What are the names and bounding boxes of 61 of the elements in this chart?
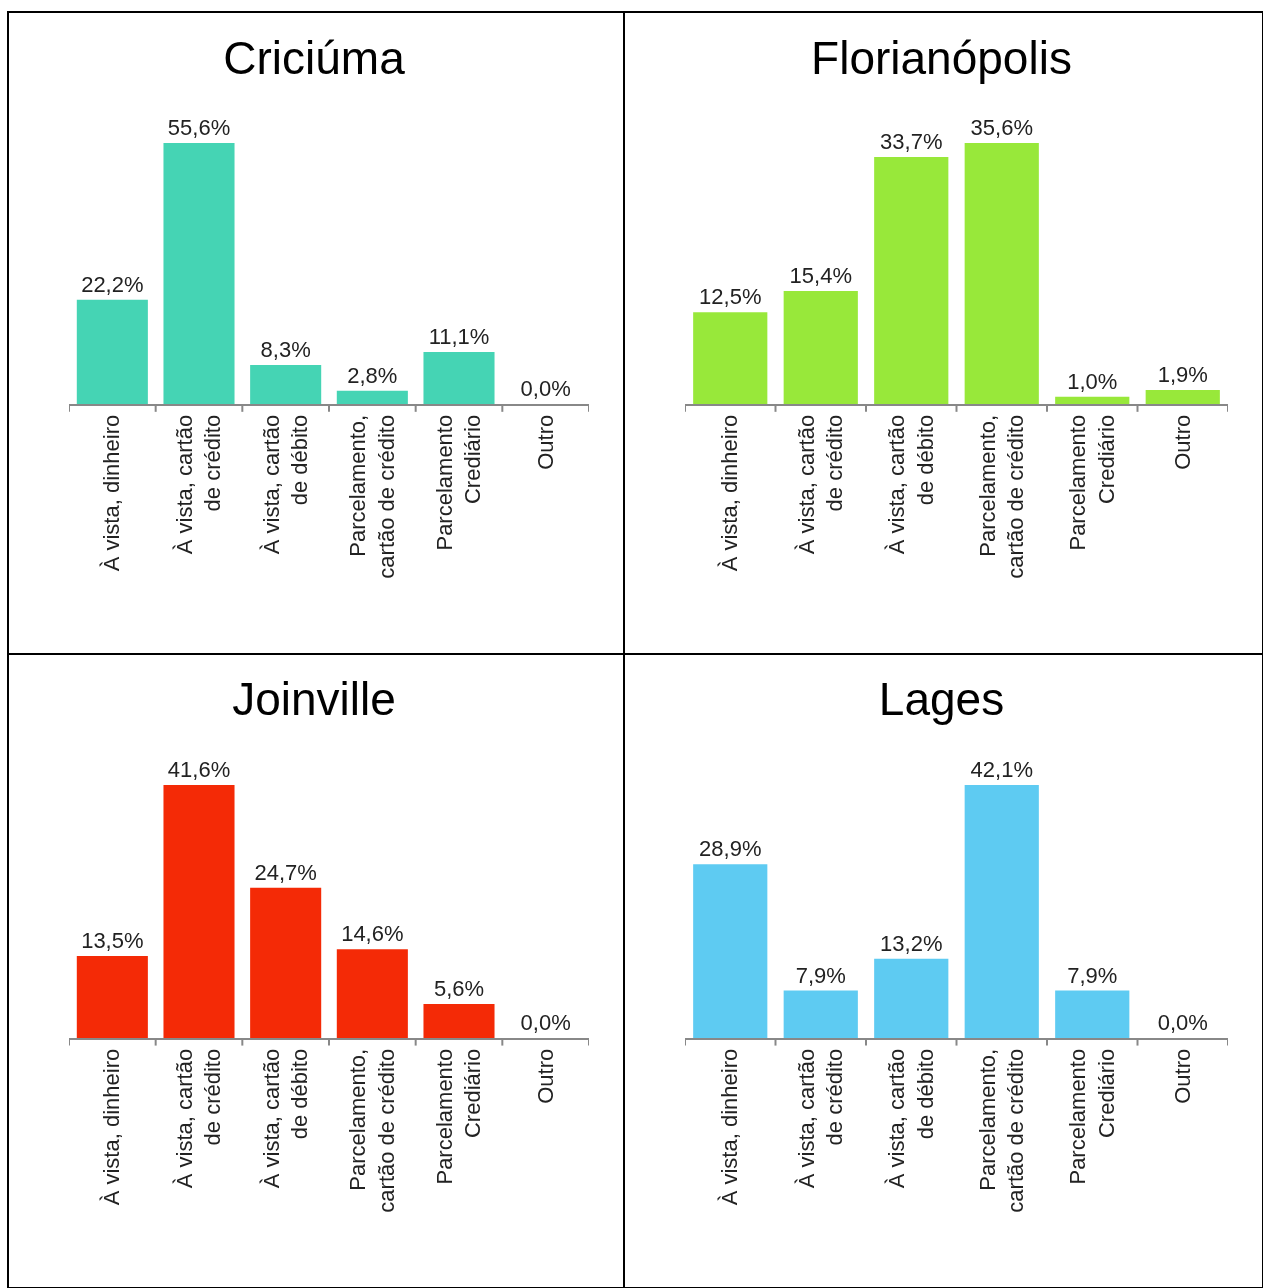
x-tick-label: À vista, dinheiro bbox=[99, 414, 125, 572]
data-label: 55,6% bbox=[167, 115, 231, 140]
bar bbox=[964, 785, 1039, 1038]
data-label: 0,0% bbox=[520, 1010, 571, 1035]
bar bbox=[163, 785, 235, 1038]
x-tick-label: Outro bbox=[1169, 414, 1195, 470]
data-label: 15,4% bbox=[789, 263, 852, 289]
x-tick-label: Outro bbox=[1169, 1048, 1195, 1104]
bar bbox=[1145, 390, 1220, 404]
chart-title: Lages bbox=[878, 673, 1005, 726]
data-label: 13,2% bbox=[880, 930, 943, 956]
bar bbox=[874, 156, 949, 404]
bar bbox=[423, 1003, 495, 1038]
data-label: 8,3% bbox=[260, 337, 311, 363]
data-label: 2,8% bbox=[347, 362, 398, 388]
data-label: 0,0% bbox=[520, 376, 571, 401]
data-label: 0,0% bbox=[1157, 1010, 1208, 1035]
data-label: 41,6% bbox=[167, 757, 231, 782]
x-tick-label: Outro bbox=[532, 414, 558, 470]
data-label: 33,7% bbox=[880, 128, 943, 154]
bar bbox=[336, 949, 408, 1038]
data-label: 11,1% bbox=[428, 323, 490, 349]
chart-title: Joinville bbox=[232, 673, 396, 726]
bar bbox=[76, 299, 148, 404]
x-tick-label: À vista, dinheiro bbox=[99, 1048, 125, 1206]
x-tick-label: À vista, cartão de crédito bbox=[793, 414, 848, 555]
bar bbox=[250, 365, 322, 404]
bar bbox=[1055, 990, 1130, 1038]
data-label: 13,5% bbox=[81, 927, 144, 953]
data-label: 7,9% bbox=[1067, 962, 1118, 988]
bar bbox=[874, 958, 949, 1038]
bar bbox=[964, 143, 1039, 404]
data-label: 24,7% bbox=[254, 859, 317, 885]
data-label: 28,9% bbox=[699, 836, 762, 862]
bar bbox=[783, 990, 858, 1038]
bar bbox=[250, 887, 322, 1038]
bar bbox=[693, 864, 768, 1038]
bar bbox=[76, 955, 148, 1038]
bar bbox=[1055, 396, 1130, 404]
chart-title: Criciúma bbox=[223, 31, 406, 84]
x-tick-label: À vista, cartão de crédito bbox=[793, 1048, 848, 1189]
x-tick-label: À vista, cartão de crédito bbox=[171, 414, 226, 555]
data-label: 5,6% bbox=[433, 975, 485, 1001]
data-label: 1,9% bbox=[1157, 362, 1208, 388]
data-label: 14,6% bbox=[341, 921, 404, 947]
x-tick-label: À vista, dinheiro bbox=[717, 1048, 743, 1206]
bar bbox=[336, 390, 408, 404]
data-label: 42,1% bbox=[970, 757, 1033, 782]
data-label: 35,6% bbox=[970, 115, 1033, 140]
x-tick-label: Outro bbox=[532, 1048, 558, 1104]
x-tick-label: À vista, cartão de crédito bbox=[171, 1048, 226, 1189]
data-label: 22,2% bbox=[81, 271, 144, 297]
chart-title: Florianópolis bbox=[811, 31, 1072, 84]
bar bbox=[423, 351, 495, 404]
data-label: 7,9% bbox=[795, 962, 846, 988]
data-label: 1,0% bbox=[1067, 368, 1118, 394]
data-label: 12,5% bbox=[699, 284, 762, 310]
bar bbox=[783, 291, 858, 404]
x-tick-label: À vista, dinheiro bbox=[717, 414, 743, 572]
bar bbox=[163, 143, 235, 404]
bar bbox=[693, 312, 768, 404]
